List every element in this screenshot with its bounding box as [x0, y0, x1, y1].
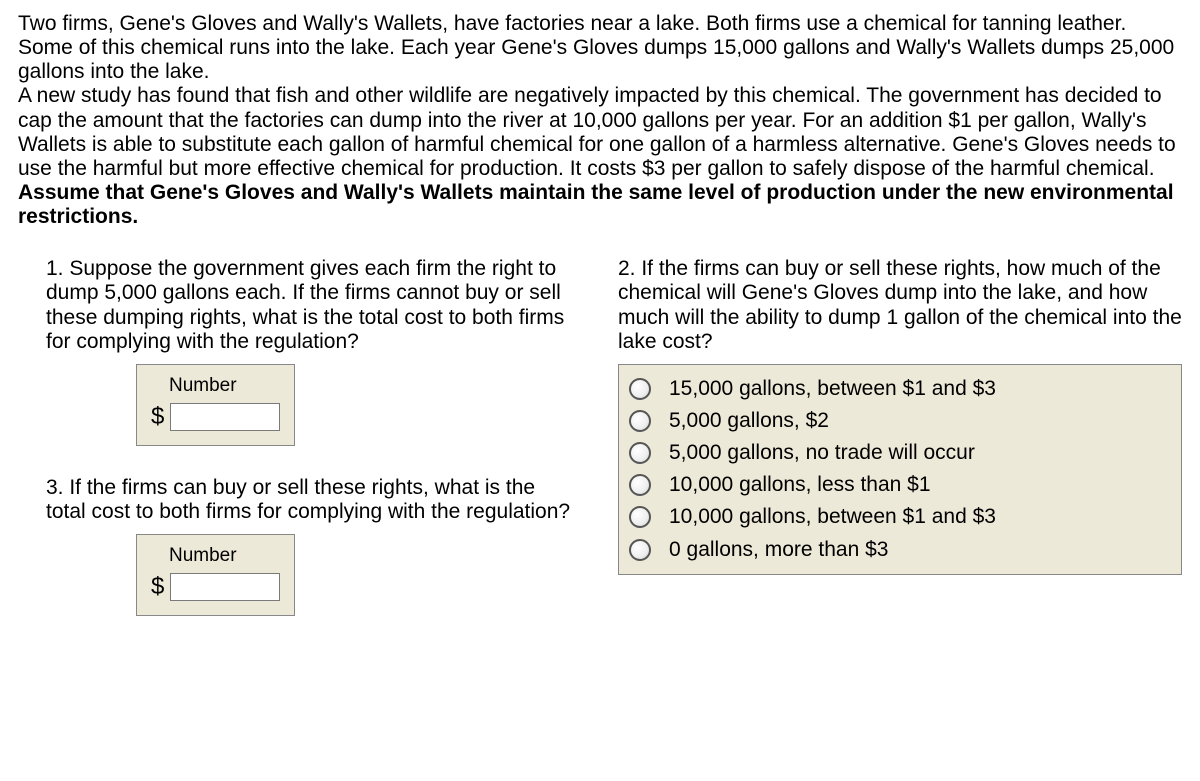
q1-answer-row: $ — [151, 403, 280, 431]
q2-option-1[interactable]: 5,000 gallons, $2 — [629, 405, 1167, 437]
q1-currency-prefix: $ — [151, 403, 164, 431]
radio-icon — [629, 378, 651, 400]
questions-columns: 1. Suppose the government gives each fir… — [18, 257, 1182, 646]
q2-option-label: 10,000 gallons, less than $1 — [669, 473, 931, 497]
q2-option-label: 5,000 gallons, $2 — [669, 409, 829, 433]
q3-text: 3. If the firms can buy or sell these ri… — [46, 476, 578, 524]
q2-text: 2. If the firms can buy or sell these ri… — [618, 257, 1182, 354]
q2-option-label: 15,000 gallons, between $1 and $3 — [669, 377, 996, 401]
intro-block: Two firms, Gene's Gloves and Wally's Wal… — [18, 12, 1182, 229]
q2-option-3[interactable]: 10,000 gallons, less than $1 — [629, 469, 1167, 501]
right-column: 2. If the firms can buy or sell these ri… — [618, 257, 1182, 646]
q2-option-label: 5,000 gallons, no trade will occur — [669, 441, 975, 465]
radio-icon — [629, 506, 651, 528]
intro-p2-text: A new study has found that fish and othe… — [18, 84, 1176, 179]
radio-icon — [629, 539, 651, 561]
q2-option-0[interactable]: 15,000 gallons, between $1 and $3 — [629, 373, 1167, 405]
radio-icon — [629, 474, 651, 496]
q3-answer-box: Number $ — [136, 534, 295, 616]
q2-options-box: 15,000 gallons, between $1 and $3 5,000 … — [618, 364, 1182, 575]
q1-number-label: Number — [151, 375, 280, 397]
radio-icon — [629, 442, 651, 464]
q1-text: 1. Suppose the government gives each fir… — [46, 257, 578, 354]
intro-p2-bold: Assume that Gene's Gloves and Wally's Wa… — [18, 181, 1174, 228]
q3-answer-row: $ — [151, 573, 280, 601]
q3-input[interactable] — [170, 573, 280, 601]
q2-option-2[interactable]: 5,000 gallons, no trade will occur — [629, 437, 1167, 469]
left-column: 1. Suppose the government gives each fir… — [18, 257, 578, 646]
q2-option-label: 10,000 gallons, between $1 and $3 — [669, 505, 996, 529]
q1-input[interactable] — [170, 403, 280, 431]
q2-option-5[interactable]: 0 gallons, more than $3 — [629, 534, 1167, 566]
q3-number-label: Number — [151, 545, 280, 567]
q2-option-4[interactable]: 10,000 gallons, between $1 and $3 — [629, 501, 1167, 533]
intro-paragraph-1: Two firms, Gene's Gloves and Wally's Wal… — [18, 12, 1182, 84]
q2-option-label: 0 gallons, more than $3 — [669, 538, 888, 562]
q3-currency-prefix: $ — [151, 573, 164, 601]
q1-answer-box: Number $ — [136, 364, 295, 446]
intro-paragraph-2: A new study has found that fish and othe… — [18, 84, 1182, 229]
radio-icon — [629, 410, 651, 432]
